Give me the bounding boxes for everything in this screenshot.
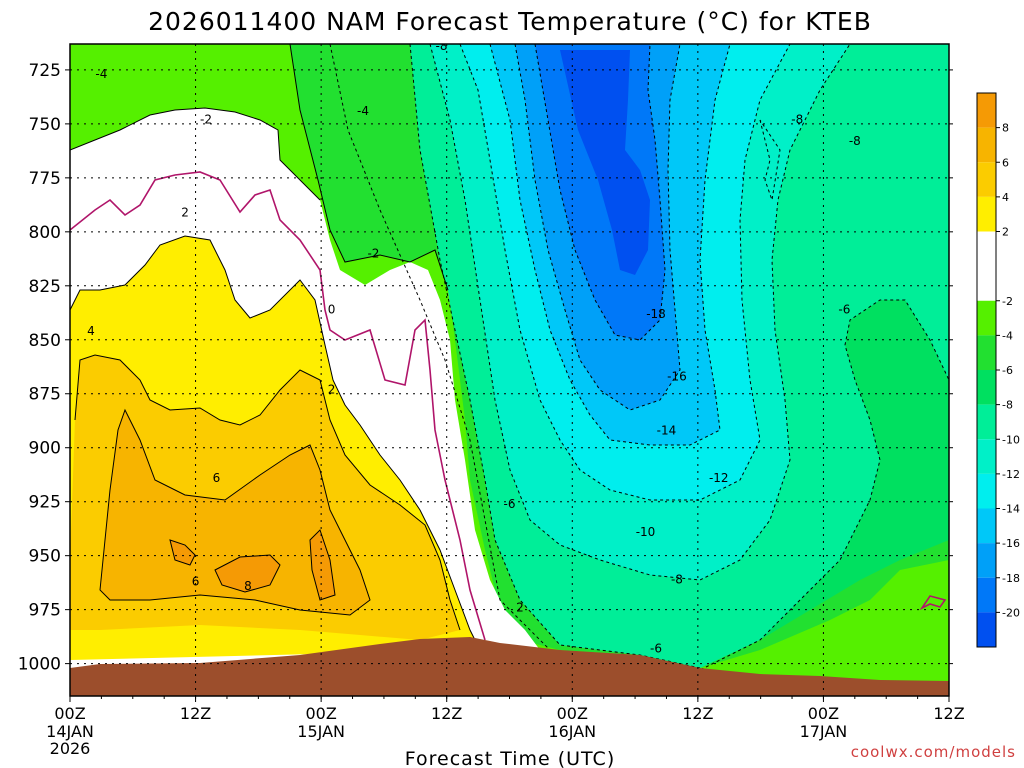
colorbar-label: -4 xyxy=(1002,329,1013,342)
contour-label: 8 xyxy=(244,579,252,593)
colorbar-label: -10 xyxy=(1002,433,1020,446)
y-tick-label: 750 xyxy=(29,115,61,135)
colorbar-label: -16 xyxy=(1002,537,1020,550)
contour-label: 4 xyxy=(87,324,95,338)
y-tick-label: 950 xyxy=(29,547,61,567)
x-tick-label: 00Z xyxy=(305,704,336,723)
contour-labels: -4 -2 -4 -8 -8 -8 2 -2 0 4 -18 -6 2 -16 -14 6 -6 -12 -10 6 8… xyxy=(87,39,861,656)
y-tick-label: 975 xyxy=(29,601,61,621)
colorbar-swatch xyxy=(977,473,996,509)
ground-surface xyxy=(70,637,949,696)
field-8-10 xyxy=(170,530,335,600)
contour-label: -6 xyxy=(838,303,850,317)
x-tick-label: 12Z xyxy=(180,704,211,723)
colorbar-label: -2 xyxy=(1002,295,1013,308)
colorbar-swatch xyxy=(977,612,996,647)
y-tick-label: 800 xyxy=(29,223,61,243)
colorbar-swatch xyxy=(977,196,996,232)
contour-label: -18 xyxy=(646,307,666,321)
field-minus20-22 xyxy=(560,50,650,275)
contour-label: 2 xyxy=(516,600,524,614)
colorbar-swatch xyxy=(977,335,996,370)
y-tick-label: 775 xyxy=(29,169,61,189)
y-tick-label: 900 xyxy=(29,439,61,459)
colorbar-swatch xyxy=(977,370,996,405)
x-tick-label: 00Z xyxy=(557,704,588,723)
x-tick-label: 12Z xyxy=(682,704,713,723)
colorbar-swatch xyxy=(977,439,996,474)
x-date-label: 14JAN xyxy=(46,722,94,741)
colorbar-label: -6 xyxy=(1002,364,1013,377)
x-tick-label: 00Z xyxy=(54,704,85,723)
contour-label: 0 xyxy=(328,303,336,317)
colorbar-label: -8 xyxy=(1002,399,1013,412)
contour-label: -4 xyxy=(357,104,369,118)
contour-label: -8 xyxy=(791,113,803,127)
x-tick-label: 12Z xyxy=(431,704,462,723)
colorbar-label: 8 xyxy=(1002,122,1009,135)
contour-label: 6 xyxy=(213,471,221,485)
colorbar-label: 2 xyxy=(1002,226,1009,239)
y-axis: 725 750 775 800 825 850 875 900 925 950 975 1000 xyxy=(18,61,953,675)
colorbar-swatch xyxy=(977,231,996,301)
y-tick-label: 825 xyxy=(29,277,61,297)
colorbar-label: -14 xyxy=(1002,503,1020,516)
colorbar-swatch xyxy=(977,577,996,613)
colorbar-swatch xyxy=(977,508,996,544)
plot-area: -4 -2 -4 -8 -8 -8 2 -2 0 4 -18 -6 2 -16 -14 6 -6 -12 -10 6 8… xyxy=(69,39,950,697)
colorbar-swatch xyxy=(977,404,996,440)
temperature-fields: -4 -2 -4 -8 -8 -8 2 -2 0 4 -18 -6 2 -16 -14 6 -6 -12 -10 6 8… xyxy=(70,39,949,696)
contour-label: 2 xyxy=(181,205,189,219)
y-tick-label: 725 xyxy=(29,61,61,81)
y-tick-label: 1000 xyxy=(18,655,61,675)
x-tick-label: 00Z xyxy=(808,704,839,723)
x-tick-label: 12Z xyxy=(933,704,964,723)
y-tick-label: 925 xyxy=(29,493,61,513)
x-axis-label: Forecast Time (UTC) xyxy=(405,748,615,768)
colorbar: 8 6 4 2 -2 -4 -6 -8 -10 -12 -14 -16 -18 -20 xyxy=(976,92,1020,648)
x-date-label: 15JAN xyxy=(297,722,345,741)
colorbar-label: 6 xyxy=(1002,156,1009,169)
contour-label: -8 xyxy=(671,572,683,586)
x-date-label: 16JAN xyxy=(548,722,596,741)
contour-label: -16 xyxy=(667,369,687,383)
contour-label: -2 xyxy=(200,113,212,127)
contour-label: -6 xyxy=(504,497,516,511)
colorbar-label: 4 xyxy=(1002,191,1009,204)
colorbar-swatch xyxy=(977,93,996,128)
colorbar-label: -18 xyxy=(1002,572,1020,585)
x-date-label: 17JAN xyxy=(800,722,848,741)
colorbar-swatch xyxy=(977,162,996,197)
contour-label: -6 xyxy=(650,642,662,656)
contour-label: -14 xyxy=(657,423,677,437)
y-tick-label: 875 xyxy=(29,385,61,405)
colorbar-label: -12 xyxy=(1002,468,1020,481)
contour-label: -8 xyxy=(435,39,447,53)
credit-text: coolwx.com/models xyxy=(851,743,1016,761)
chart-title: 2026011400 NAM Forecast Temperature (°C)… xyxy=(148,7,872,36)
contour-label: -10 xyxy=(636,525,656,539)
colorbar-swatch xyxy=(977,300,996,336)
contour-label: 6 xyxy=(192,575,200,589)
colorbar-swatch xyxy=(977,543,996,578)
contour-label: -2 xyxy=(367,246,379,260)
freezing-line-small xyxy=(919,595,947,611)
colorbar-swatch xyxy=(977,127,996,163)
colorbar-label: -20 xyxy=(1002,606,1020,619)
negative-contours xyxy=(329,44,949,671)
freezing-line xyxy=(70,171,486,641)
y-tick-label: 850 xyxy=(29,331,61,351)
contour-label: 2 xyxy=(328,382,336,396)
x-date-label: 2026 xyxy=(50,739,91,758)
contour-label: -12 xyxy=(709,471,729,485)
field-6-8 xyxy=(100,410,370,615)
contour-label: -8 xyxy=(849,134,861,148)
contour-label: -4 xyxy=(95,67,107,81)
positive-contours xyxy=(70,44,481,651)
